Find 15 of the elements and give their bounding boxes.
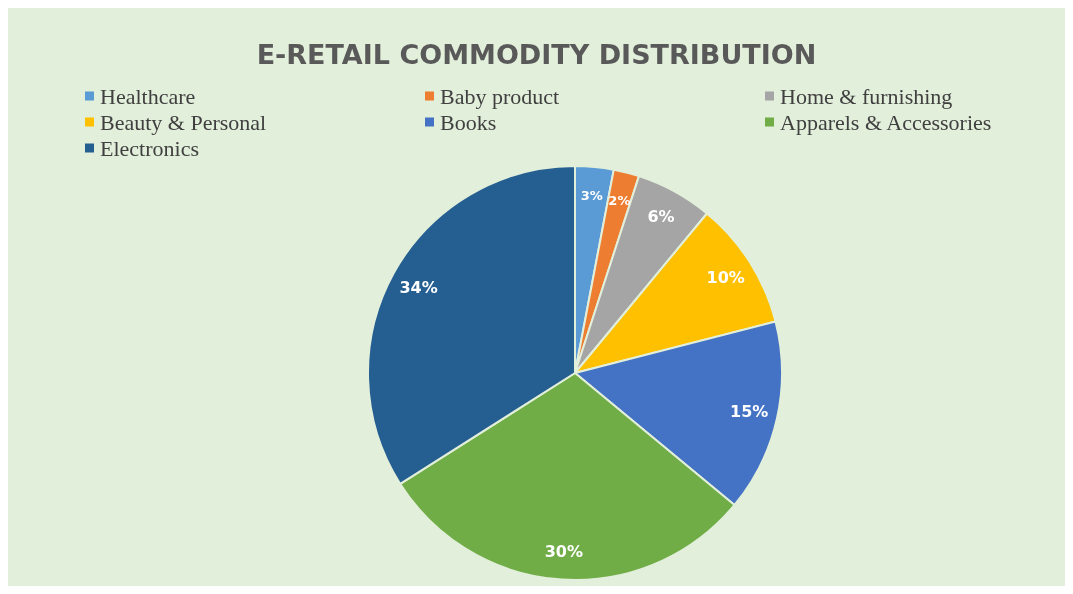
data-label: 15%	[730, 402, 769, 422]
data-label: 34%	[399, 277, 438, 297]
legend-label: Electronics	[100, 135, 199, 161]
data-label: 6%	[647, 207, 675, 227]
chart-title: E-RETAIL COMMODITY DISTRIBUTION	[256, 39, 817, 70]
data-label: 30%	[544, 541, 583, 561]
legend-label: Apparels & Accessories	[780, 109, 992, 135]
data-label: 3%	[580, 187, 603, 203]
legend-label: Beauty & Personal	[100, 109, 267, 135]
legend-label: Books	[440, 109, 497, 135]
legend-label: Home & furnishing	[780, 83, 953, 109]
legend-label: Healthcare	[100, 83, 196, 109]
data-label: 2%	[608, 192, 631, 208]
data-label: 10%	[706, 267, 745, 287]
legend-label: Baby product	[440, 83, 560, 109]
